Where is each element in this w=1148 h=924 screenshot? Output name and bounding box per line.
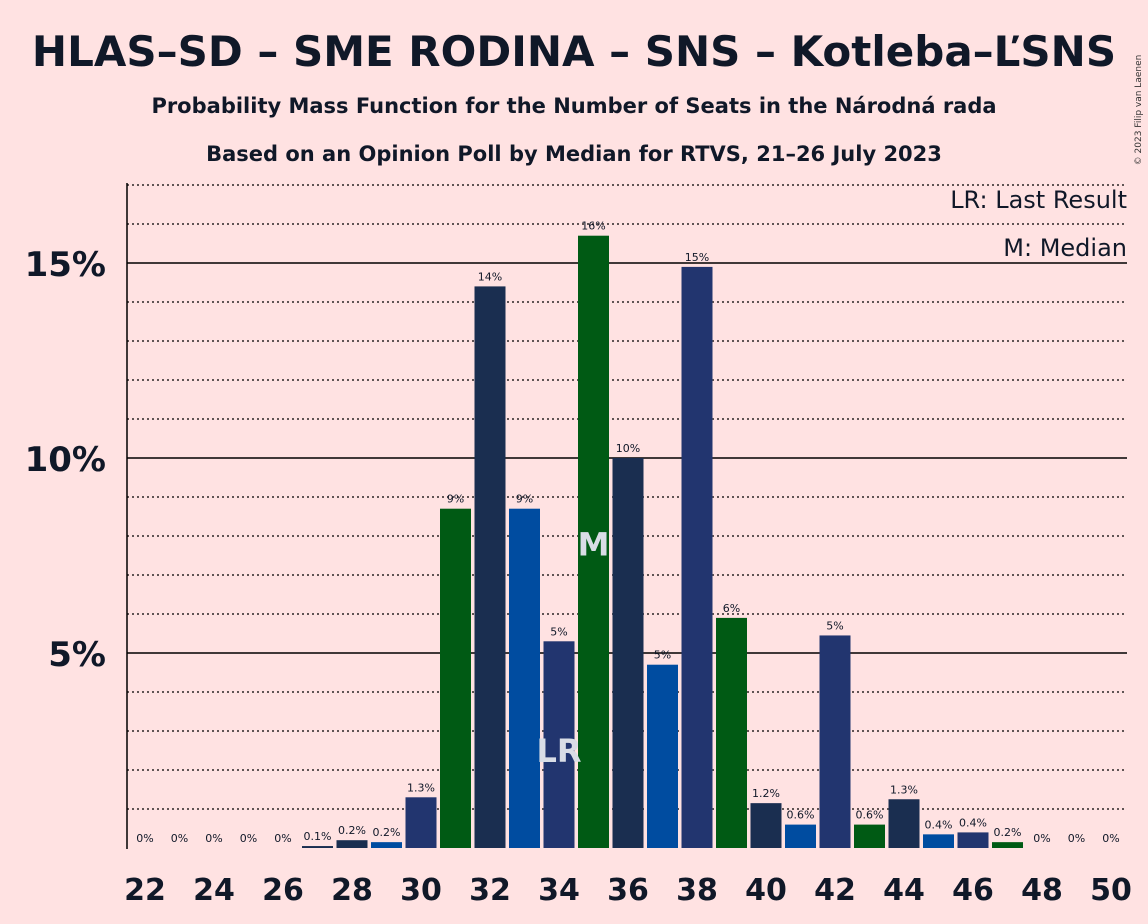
bar-value-label: 0%: [171, 832, 188, 845]
bar-seats-41: [785, 824, 816, 848]
bar-seats-42: [819, 635, 851, 848]
bar-labels: 0% 0% 0% 0% 0% 0.1% 0.2% 0.2% 1.3% 9% 14% 9% 5% 16% 10…: [136, 220, 1119, 845]
legend-last-result: LR: Last Result: [950, 186, 1127, 214]
chart-subtitle: Probability Mass Function for the Number…: [151, 94, 996, 118]
markers: LR M: [536, 526, 609, 771]
bar-value-label: 1.2%: [752, 787, 780, 800]
bar-value-label: 0%: [136, 832, 153, 845]
bar-value-label: 0.4%: [959, 816, 987, 829]
bar-seats-40: [750, 803, 782, 848]
bar-seats-43: [854, 824, 885, 848]
bar-value-label: 0%: [1102, 832, 1119, 845]
bar-seats-32: [474, 286, 506, 848]
bar-value-label: 10%: [616, 442, 640, 455]
bar-value-label: 0.6%: [856, 809, 884, 822]
y-tick-label: 5%: [48, 635, 106, 675]
bar-value-label: 0.1%: [304, 830, 332, 843]
x-axis-ticks: 22 24 26 28 30 32 34 36 38 40 42 44 46 48 50: [124, 873, 1132, 908]
y-tick-label: 10%: [25, 440, 106, 480]
x-tick-label: 30: [400, 873, 442, 908]
bar-value-label: 0.2%: [994, 826, 1022, 839]
bar-value-label: 9%: [516, 493, 533, 506]
bar-seats-27: [302, 846, 333, 848]
bar-seats-38: [681, 266, 713, 848]
bar-seats-35: [578, 235, 609, 848]
bar-seats-33: [509, 508, 540, 848]
x-tick-label: 38: [676, 873, 718, 908]
bar-value-label: 15%: [685, 251, 709, 264]
chart-subtitle-2: Based on an Opinion Poll by Median for R…: [206, 142, 942, 166]
bar-seats-45: [923, 834, 954, 848]
bar-seats-46: [957, 832, 989, 848]
x-tick-label: 26: [262, 873, 304, 908]
copyright-note: © 2023 Filip van Laenen: [1134, 55, 1144, 166]
bar-value-label: 14%: [478, 270, 502, 283]
bar-value-label: 0%: [205, 832, 222, 845]
last-result-marker: LR: [536, 732, 581, 770]
x-tick-label: 32: [469, 873, 511, 908]
bar-value-label: 0.2%: [373, 826, 401, 839]
bar-seats-30: [405, 797, 437, 848]
bar-seats-44: [888, 799, 920, 848]
legend: LR: Last Result M: Median: [950, 186, 1127, 262]
bar-value-label: 0%: [1068, 832, 1085, 845]
y-tick-label: 15%: [25, 245, 106, 285]
bar-value-label: 5%: [654, 649, 671, 662]
x-tick-label: 44: [883, 873, 925, 908]
bar-seats-31: [440, 508, 471, 848]
bar-value-label: 0.6%: [787, 809, 815, 822]
bar-value-label: 1.3%: [890, 783, 918, 796]
x-tick-label: 46: [952, 873, 994, 908]
x-tick-label: 48: [1021, 873, 1063, 908]
x-tick-label: 42: [814, 873, 856, 908]
bar-value-label: 16%: [581, 220, 605, 233]
bar-seats-47: [992, 842, 1023, 848]
bar-value-label: 5%: [550, 625, 567, 638]
bar-value-label: 0%: [1033, 832, 1050, 845]
bar-seats-34: [543, 641, 575, 848]
bar-seats-39: [716, 617, 747, 848]
x-tick-label: 22: [124, 873, 166, 908]
x-tick-label: 50: [1090, 873, 1132, 908]
bar-value-label: 0.4%: [925, 818, 953, 831]
x-tick-label: 40: [745, 873, 787, 908]
y-axis-ticks: 5% 10% 15%: [25, 245, 106, 675]
bar-seats-28: [336, 840, 368, 848]
x-tick-label: 36: [607, 873, 649, 908]
bar-value-label: 1.3%: [407, 781, 435, 794]
bar-value-label: 5%: [826, 619, 843, 632]
x-tick-label: 24: [193, 873, 235, 908]
x-tick-label: 28: [331, 873, 373, 908]
bar-seats-36: [612, 458, 644, 848]
x-tick-label: 34: [538, 873, 580, 908]
bar-value-label: 0%: [274, 832, 291, 845]
legend-median: M: Median: [1003, 234, 1127, 262]
bars: [302, 235, 1023, 848]
bar-seats-29: [371, 842, 402, 848]
median-marker: M: [578, 526, 610, 564]
bar-seats-37: [647, 664, 678, 848]
bar-value-label: 0%: [240, 832, 257, 845]
chart-title: HLAS–SD – SME RODINA – SNS – Kotleba–ĽSN…: [32, 27, 1116, 76]
bar-value-label: 6%: [723, 602, 740, 615]
bar-value-label: 0.2%: [338, 824, 366, 837]
bar-value-label: 9%: [447, 493, 464, 506]
